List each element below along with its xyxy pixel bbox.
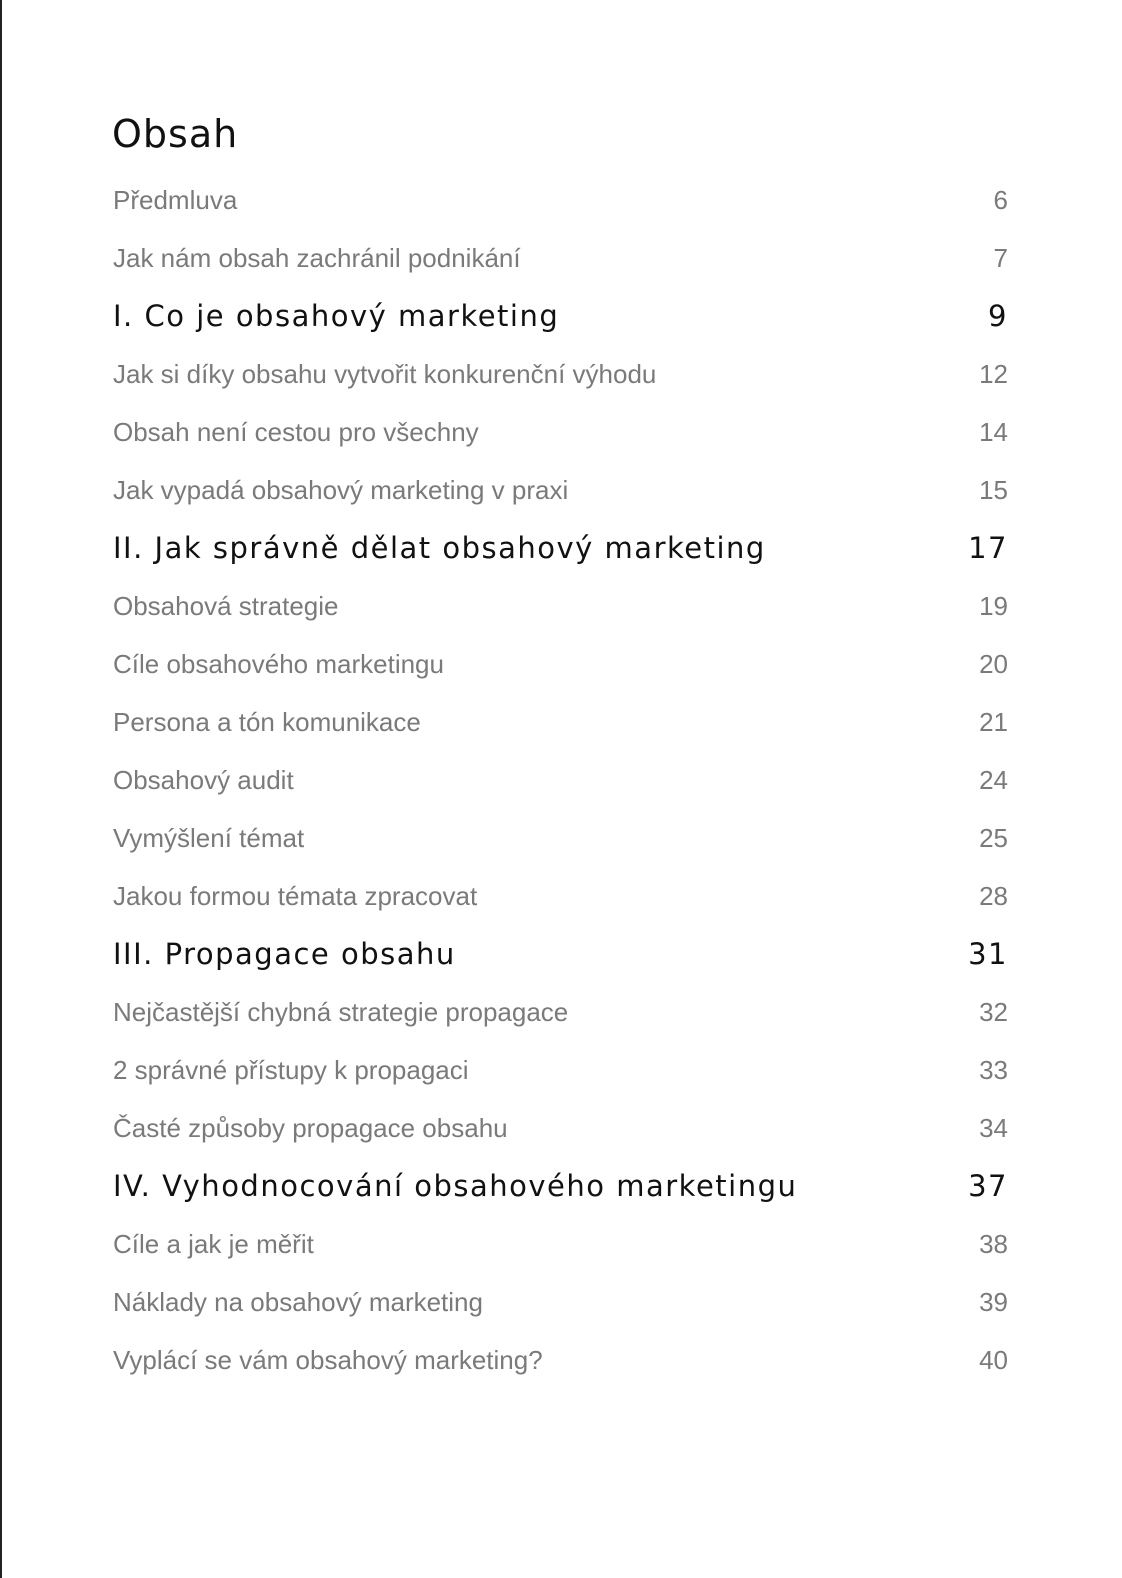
toc-entry-label: Jakou formou témata zpracovat [113,880,478,911]
toc-page-number: 15 [979,474,1008,505]
toc-entry-label: Nejčastější chybná strategie propagace [113,996,569,1027]
toc-page-number: 40 [979,1344,1008,1375]
toc-page-number: 9 [988,299,1008,333]
toc-entry[interactable]: Jak nám obsah zachránil podnikání 7 [113,229,1008,287]
toc-entry[interactable]: Jak vypadá obsahový marketing v praxi 15 [113,461,1008,519]
toc-page-number: 33 [979,1054,1008,1085]
toc-entry-label: Cíle obsahového marketingu [113,648,444,679]
toc-entry[interactable]: Časté způsoby propagace obsahu 34 [113,1099,1008,1157]
toc-page-number: 17 [968,531,1008,565]
toc-entry-label: III. Propagace obsahu [113,937,456,971]
toc-entry-label: Obsahová strategie [113,590,339,621]
toc-page-number: 39 [979,1286,1008,1317]
toc-entry[interactable]: Předmluva 6 [113,171,1008,229]
toc-page-number: 14 [979,416,1008,447]
toc-page-number: 21 [979,706,1008,737]
toc-entry[interactable]: Cíle a jak je měřit 38 [113,1215,1008,1273]
toc-page-number: 28 [979,880,1008,911]
toc-entry[interactable]: Obsahový audit 24 [113,751,1008,809]
toc-entry-label: Náklady na obsahový marketing [113,1286,483,1317]
toc-entry-label: IV. Vyhodnocování obsahového marketingu [113,1169,798,1203]
toc-entry-label: Jak vypadá obsahový marketing v praxi [113,474,569,505]
toc-entry[interactable]: Vymýšlení témat 25 [113,809,1008,867]
toc-entry[interactable]: Obsahová strategie 19 [113,577,1008,635]
toc-entry-label: Obsahový audit [113,764,294,795]
toc-entry-label: Předmluva [113,184,238,215]
toc-entry-label: Obsah není cestou pro všechny [113,416,479,447]
toc-chapter[interactable]: IV. Vyhodnocování obsahového marketingu 3… [113,1157,1008,1215]
toc-entry-label: II. Jak správně dělat obsahový marketing [113,531,766,565]
toc-page-number: 38 [979,1228,1008,1259]
toc-entry-label: Cíle a jak je měřit [113,1228,314,1259]
toc-page-number: 24 [979,764,1008,795]
toc-entry-label: Vymýšlení témat [113,822,305,853]
toc-entry[interactable]: Náklady na obsahový marketing 39 [113,1273,1008,1331]
toc-entry-label: Jak si díky obsahu vytvořit konkurenční … [113,358,657,389]
toc-page-number: 25 [979,822,1008,853]
toc-entry[interactable]: Persona a tón komunikace 21 [113,693,1008,751]
toc-entry-label: Jak nám obsah zachránil podnikání [113,242,521,273]
toc-chapter[interactable]: III. Propagace obsahu 31 [113,925,1008,983]
toc-entry[interactable]: Nejčastější chybná strategie propagace 32 [113,983,1008,1041]
toc-entry[interactable]: Cíle obsahového marketingu 20 [113,635,1008,693]
toc-entry[interactable]: Jakou formou témata zpracovat 28 [113,867,1008,925]
toc-chapter[interactable]: II. Jak správně dělat obsahový marketing… [113,519,1008,577]
toc-entry[interactable]: Vyplácí se vám obsahový marketing? 40 [113,1331,1008,1389]
toc-page-number: 31 [968,937,1008,971]
toc-page-number: 12 [979,358,1008,389]
table-of-contents: Předmluva 6 Jak nám obsah zachránil podnik… [113,171,1008,1389]
toc-entry-label: 2 správné přístupy k propagaci [113,1054,469,1085]
toc-entry-label: Persona a tón komunikace [113,706,421,737]
toc-page-number: 34 [979,1112,1008,1143]
toc-entry[interactable]: 2 správné přístupy k propagaci 33 [113,1041,1008,1099]
toc-page-number: 20 [979,648,1008,679]
toc-page-number: 32 [979,996,1008,1027]
toc-page-number: 37 [968,1169,1008,1203]
toc-page-number: 7 [993,242,1008,273]
toc-entry-label: Časté způsoby propagace obsahu [113,1112,508,1143]
toc-page-number: 19 [979,590,1008,621]
toc-entry-label: I. Co je obsahový marketing [113,299,560,333]
toc-entry[interactable]: Jak si díky obsahu vytvořit konkurenční … [113,345,1008,403]
toc-entry[interactable]: Obsah není cestou pro všechny 14 [113,403,1008,461]
page-edge-line [0,0,2,1578]
page-title: Obsah [112,112,239,156]
toc-page-number: 6 [993,184,1008,215]
toc-entry-label: Vyplácí se vám obsahový marketing? [113,1344,543,1375]
toc-chapter[interactable]: I. Co je obsahový marketing 9 [113,287,1008,345]
